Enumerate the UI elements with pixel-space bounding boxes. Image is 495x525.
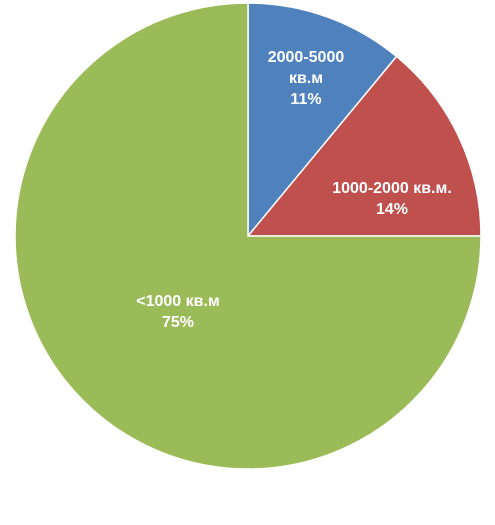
pie-slice-percent: 14% (376, 201, 408, 218)
pie-slice-2 (14, 2, 482, 470)
pie-slice-category: 2000-5000 (268, 49, 345, 66)
pie-slice-category: 1000-2000 кв.м. (332, 180, 452, 197)
pie-slice-label-2: <1000 кв.м 75% (136, 293, 220, 331)
pie-slice-label-1: 1000-2000 кв.м. 14% (332, 180, 452, 218)
pie-slice-1 (246, 55, 482, 237)
pie-slice-category: кв.м (289, 70, 323, 87)
pie-slice-category: <1000 кв.м (136, 293, 220, 310)
pie-slice-0 (247, 2, 398, 239)
pie-slice-percent: 11% (290, 91, 321, 108)
pie-slice-percent: 75% (162, 314, 194, 331)
pie-labels: 2000-5000 кв.м 11% 1000-2000 кв.м. 14% <1000 … (136, 49, 452, 331)
pie-slice-label-0: 2000-5000 кв.м 11% (268, 49, 345, 108)
pie-slices (14, 2, 482, 470)
